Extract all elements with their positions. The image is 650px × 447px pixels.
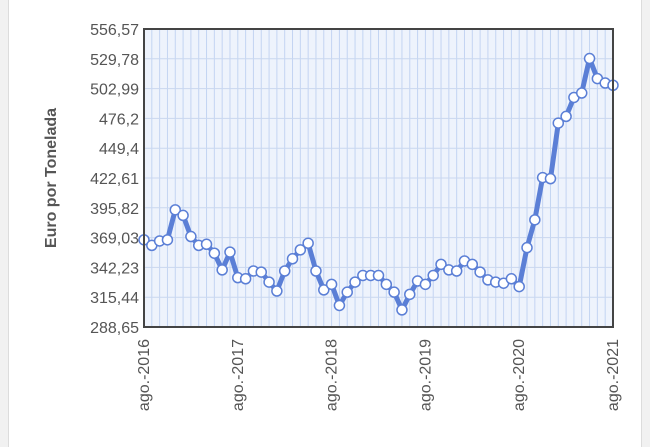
- data-point: [310, 265, 322, 277]
- data-point: [286, 253, 299, 265]
- y-tick-label: 315,44: [90, 290, 139, 307]
- x-tick-label: ago.-2018: [324, 339, 341, 411]
- data-point: [388, 286, 400, 298]
- data-point: [396, 304, 408, 316]
- y-tick-label: 529,78: [90, 52, 139, 69]
- data-point: [560, 110, 572, 123]
- data-point: [177, 209, 189, 222]
- line-chart: 556,57 529,78 502,99 476,2 449,4 422,61 395,82…: [43, 22, 622, 411]
- data-point: [427, 269, 439, 282]
- data-point: [200, 238, 213, 251]
- data-point: [419, 278, 432, 291]
- data-point: [380, 278, 393, 291]
- data-point: [271, 285, 283, 297]
- data-point: [583, 52, 596, 65]
- x-tick-label: ago.-2017: [230, 339, 247, 411]
- data-point: [185, 230, 197, 243]
- data-point: [435, 258, 447, 271]
- data-point: [341, 286, 353, 298]
- data-point: [349, 276, 361, 288]
- data-point: [529, 214, 541, 226]
- data-point: [521, 241, 533, 254]
- y-tick-label: 369,03: [90, 231, 139, 248]
- y-tick-label: 342,23: [90, 260, 139, 277]
- data-point: [263, 276, 275, 288]
- y-tick-label: 502,99: [90, 82, 139, 99]
- data-points: [138, 52, 619, 316]
- y-tick-label: 449,4: [99, 141, 139, 158]
- y-axis-ticks: 556,57 529,78 502,99 476,2 449,4 422,61 395,82…: [90, 22, 139, 337]
- data-point: [544, 172, 557, 185]
- data-point: [239, 273, 252, 285]
- data-point: [325, 278, 338, 291]
- y-tick-label: 395,82: [90, 201, 139, 218]
- data-point: [372, 269, 385, 282]
- x-tick-label: ago.-2020: [511, 339, 528, 411]
- y-tick-label: 288,65: [90, 320, 139, 337]
- data-point: [466, 258, 479, 271]
- data-point: [302, 237, 314, 249]
- data-point: [208, 247, 221, 259]
- data-point: [169, 204, 182, 216]
- chart-card: 556,57 529,78 502,99 476,2 449,4 422,61 395,82…: [8, 0, 642, 447]
- y-tick-label: 556,57: [90, 22, 139, 39]
- data-point: [161, 234, 174, 246]
- x-axis-ticks: ago.-2016 ago.-2017 ago.-2018 ago.-2019 ago.…: [136, 339, 622, 411]
- x-tick-label: ago.-2016: [136, 339, 153, 411]
- data-point: [513, 280, 525, 293]
- data-point: [450, 265, 463, 277]
- y-axis-label: Euro por Tonelada: [43, 108, 60, 248]
- data-point: [404, 288, 416, 301]
- y-tick-label: 422,61: [90, 171, 139, 188]
- x-tick-label: ago.-2019: [417, 339, 434, 411]
- data-point: [505, 273, 518, 285]
- data-point: [575, 87, 588, 99]
- x-tick-label: ago.-2021: [605, 339, 622, 411]
- data-point: [216, 264, 228, 276]
- data-point: [333, 299, 346, 312]
- data-point: [294, 244, 307, 256]
- y-tick-label: 476,2: [99, 111, 139, 128]
- data-point: [318, 284, 330, 296]
- plot-frame: [143, 28, 614, 328]
- data-point: [474, 266, 486, 278]
- data-point: [255, 266, 267, 278]
- data-point: [278, 265, 291, 277]
- data-point: [224, 246, 236, 258]
- data-point: [552, 117, 565, 129]
